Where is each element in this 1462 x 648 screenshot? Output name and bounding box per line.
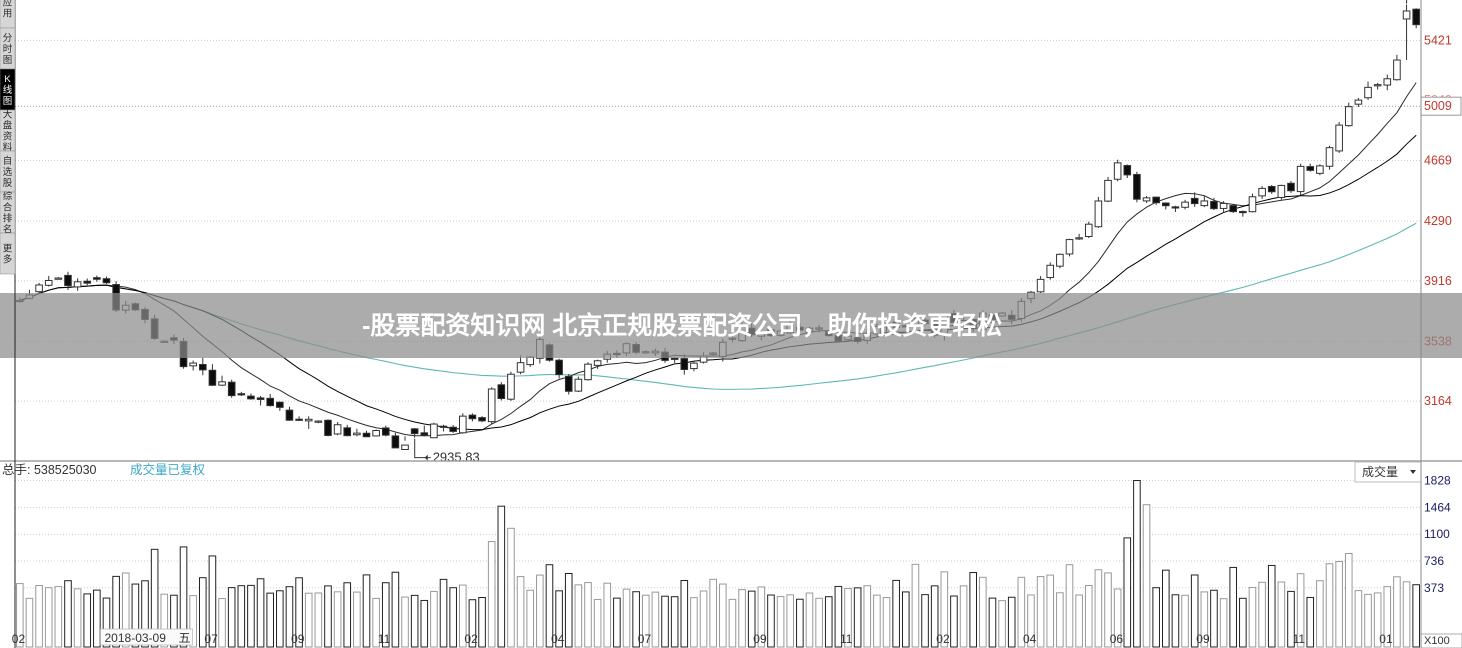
svg-text:07: 07: [204, 632, 218, 646]
svg-text:4669: 4669: [1424, 154, 1452, 168]
svg-text:合: 合: [3, 201, 13, 213]
svg-text:应: 应: [3, 0, 13, 8]
svg-text:09: 09: [1196, 632, 1210, 646]
svg-text:2935.83: 2935.83: [433, 450, 480, 465]
svg-text:线: 线: [3, 84, 13, 96]
svg-text:2018-03-09: 2018-03-09: [105, 631, 167, 645]
svg-text:用: 用: [3, 8, 13, 19]
svg-text:11: 11: [1293, 632, 1306, 646]
svg-text:06: 06: [1110, 632, 1124, 646]
svg-text:1828: 1828: [1424, 474, 1451, 488]
svg-text:02: 02: [464, 632, 478, 646]
svg-text:排: 排: [3, 212, 13, 224]
svg-text:11: 11: [378, 632, 391, 646]
svg-text:07: 07: [638, 632, 652, 646]
svg-text:373: 373: [1424, 581, 1444, 595]
svg-text:图: 图: [3, 55, 13, 66]
svg-text:4290: 4290: [1424, 214, 1452, 228]
svg-text:5421: 5421: [1424, 33, 1452, 47]
svg-text:大: 大: [3, 108, 13, 120]
svg-text:五: 五: [179, 631, 191, 645]
svg-text:-股票配资知识网 北京正规股票配资公司，助你投资更轻松: -股票配资知识网 北京正规股票配资公司，助你投资更轻松: [362, 311, 1002, 340]
svg-text:01: 01: [1379, 632, 1393, 646]
svg-text:3916: 3916: [1424, 274, 1452, 288]
svg-text:成交量已复权: 成交量已复权: [130, 462, 206, 477]
svg-text:5644.72: 5644.72: [1312, 0, 1359, 3]
svg-text:分: 分: [3, 33, 13, 44]
svg-text:02: 02: [936, 632, 950, 646]
svg-text:09: 09: [753, 632, 767, 646]
svg-text:04: 04: [551, 632, 565, 646]
svg-text:总手: 538525030: 总手: 538525030: [2, 463, 97, 477]
svg-text:资: 资: [3, 131, 13, 142]
svg-text:多: 多: [3, 253, 13, 265]
svg-text:综: 综: [3, 190, 13, 202]
svg-text:更: 更: [3, 243, 13, 254]
svg-text:时: 时: [3, 43, 13, 55]
svg-text:成交量: 成交量: [1362, 464, 1398, 479]
svg-text:1100: 1100: [1424, 527, 1450, 541]
svg-text:选: 选: [3, 166, 13, 178]
svg-text:股: 股: [3, 178, 13, 189]
svg-text:K: K: [4, 74, 11, 85]
svg-text:736: 736: [1424, 554, 1444, 568]
svg-text:图: 图: [3, 96, 13, 107]
svg-text:X100: X100: [1424, 635, 1450, 647]
svg-text:3164: 3164: [1424, 394, 1452, 408]
svg-text:11: 11: [840, 632, 853, 646]
svg-text:5009: 5009: [1424, 99, 1452, 113]
svg-text:04: 04: [1023, 632, 1037, 646]
svg-text:盘: 盘: [3, 119, 13, 131]
svg-text:1464: 1464: [1424, 500, 1451, 514]
svg-text:02: 02: [12, 632, 26, 646]
svg-text:09: 09: [291, 632, 305, 646]
svg-text:自: 自: [3, 155, 13, 167]
